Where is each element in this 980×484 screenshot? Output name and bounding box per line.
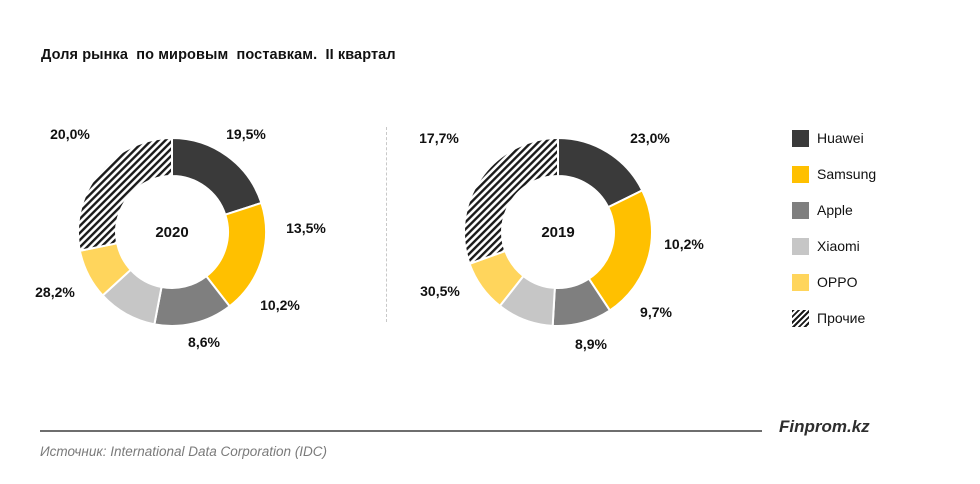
footer-divider [40,430,762,432]
legend-swatch-others [792,309,809,327]
legend-item-oppo: OPPO [792,272,857,292]
chart-title: Доля рынка по мировым поставкам. II квар… [41,47,396,63]
legend-label-others: Прочие [817,310,866,326]
legend-item-apple: Apple [792,200,853,220]
slice-2019-others [463,136,559,266]
legend-label-xiaomi: Xiaomi [817,238,860,254]
legend-item-huawei: Huawei [792,128,864,148]
data-label-2019-oppo: 8,9% [575,336,607,352]
slice-2020-others [77,136,173,252]
legend-swatch-samsung [792,165,809,183]
data-label-2019-apple: 10,2% [664,236,704,252]
legend-label-samsung: Samsung [817,166,877,182]
data-label-2020-apple: 13,5% [286,220,326,236]
data-label-2020-xiaomi: 10,2% [260,297,300,313]
legend-swatch-huawei [792,129,809,147]
data-label-2019-huawei: 17,7% [419,130,459,146]
legend-swatch-oppo [792,273,809,291]
legend-item-others: Прочие [792,308,865,328]
legend-swatch-apple [792,201,809,219]
slice-2020-huawei [171,136,263,216]
data-label-2020-oppo: 8,6% [188,334,220,350]
donut-2019: 2019 17,7% 23,0% 10,2% 9,7% 8,9% 30,5% [419,130,704,352]
donut-center-label: 2020 [155,224,188,241]
source-note: Источник: International Data Corporation… [40,444,328,459]
donut-2020: 2020 20,0% 19,5% 13,5% 10,2% 8,6% 28,2% [35,126,326,350]
legend-item-xiaomi: Xiaomi [792,236,860,256]
brand-logo-text: Finprom.kz [779,417,870,436]
legend-label-huawei: Huawei [817,130,864,146]
data-label-2019-samsung: 23,0% [630,130,670,146]
legend-item-samsung: Samsung [792,164,876,184]
legend-label-apple: Apple [817,202,853,218]
data-label-2020-huawei: 20,0% [50,126,90,142]
legend-label-oppo: OPPO [817,274,858,290]
data-label-2020-samsung: 19,5% [226,126,266,142]
data-label-2019-xiaomi: 9,7% [640,304,672,320]
data-label-2020-others: 28,2% [35,284,75,300]
chart-divider [386,127,387,322]
legend-swatch-xiaomi [792,237,809,255]
donut-center-label: 2019 [541,224,574,241]
data-label-2019-others: 30,5% [420,283,460,299]
